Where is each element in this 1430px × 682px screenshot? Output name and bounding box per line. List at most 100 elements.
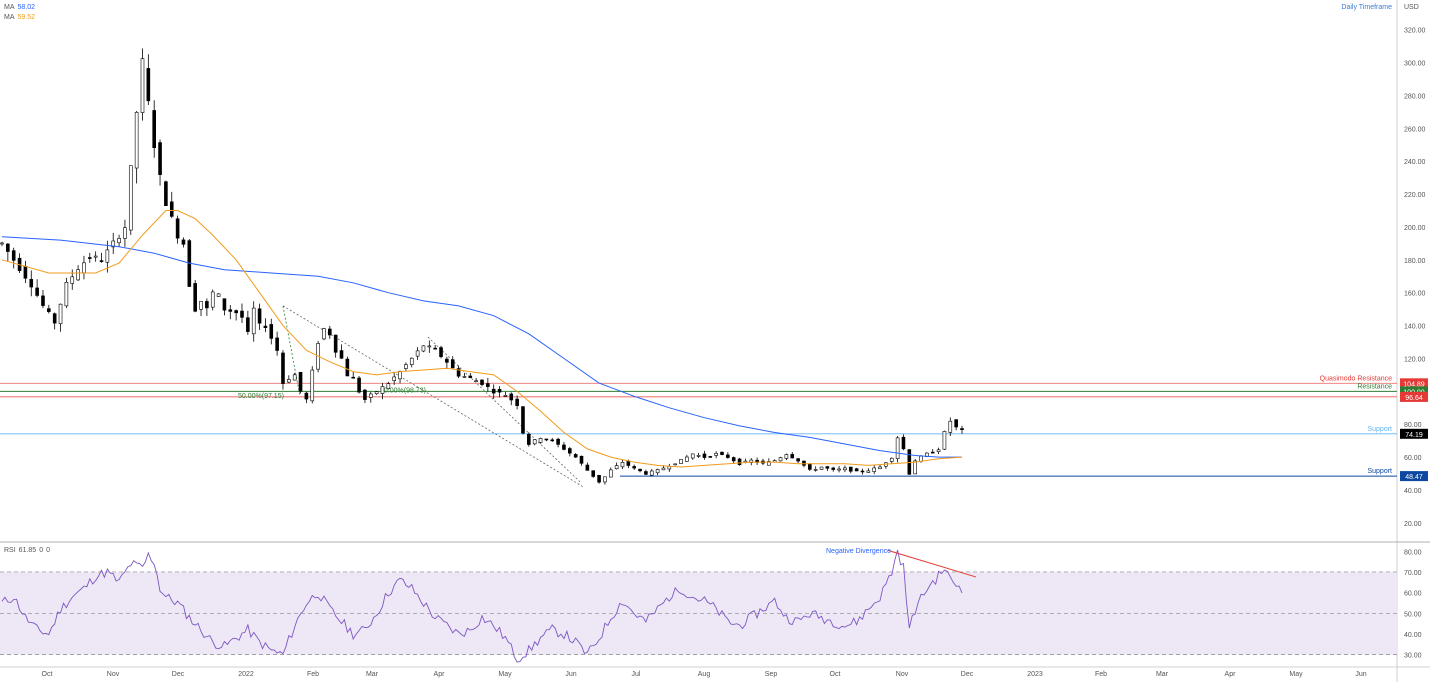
level-price-value: 74.19 bbox=[1405, 432, 1423, 439]
candle-body bbox=[164, 181, 168, 206]
rsi-value: 61.85 bbox=[18, 547, 37, 554]
candle-body bbox=[281, 352, 285, 384]
candle-body bbox=[240, 310, 244, 318]
candle-body bbox=[930, 451, 935, 454]
candle-body bbox=[784, 454, 789, 459]
price-tick-label: 260.00 bbox=[1404, 126, 1426, 133]
ma-legend-2: MA 59.52 bbox=[4, 14, 35, 21]
candle-body bbox=[363, 389, 367, 400]
rsi-tick-label: 50.00 bbox=[1404, 611, 1422, 618]
fib-dotted-line bbox=[282, 305, 301, 397]
rsi-tick-label: 60.00 bbox=[1404, 591, 1422, 598]
candle-body bbox=[404, 364, 408, 369]
candle-body bbox=[357, 377, 361, 393]
level-price-badge bbox=[1400, 428, 1428, 439]
candle-body bbox=[175, 218, 180, 239]
candle-body bbox=[0, 242, 4, 245]
candle-body bbox=[603, 476, 607, 483]
candle-body bbox=[480, 379, 484, 385]
candle-body bbox=[82, 262, 86, 273]
candle-body bbox=[222, 298, 227, 311]
candle-body bbox=[140, 58, 145, 113]
price-tick-label: 200.00 bbox=[1404, 225, 1426, 232]
candle-body bbox=[690, 453, 695, 459]
trend-dotted-line bbox=[282, 305, 584, 488]
candle-body bbox=[644, 471, 648, 475]
candle-body bbox=[579, 455, 584, 464]
time-tick-label: Dec bbox=[172, 671, 185, 678]
candle-body bbox=[257, 308, 262, 324]
time-tick-label: 2022 bbox=[238, 671, 254, 678]
candle-body bbox=[614, 465, 619, 470]
time-tick-label: Nov bbox=[896, 671, 909, 678]
ma-legend-1: MA 58.02 bbox=[4, 4, 35, 11]
candle-body bbox=[433, 347, 437, 350]
candle-body bbox=[568, 448, 572, 454]
currency-label: USD bbox=[1404, 4, 1419, 11]
ma-label-1: MA bbox=[4, 4, 15, 11]
candle-body bbox=[948, 420, 953, 433]
candle-body bbox=[515, 398, 519, 406]
fib-label: 50.00%(97.15) bbox=[238, 393, 284, 400]
candle-body bbox=[813, 469, 818, 471]
candle-body bbox=[421, 345, 426, 352]
candle-body bbox=[726, 454, 730, 458]
candle-body bbox=[88, 257, 92, 259]
candle-body bbox=[673, 463, 677, 466]
candle-body bbox=[632, 466, 636, 469]
rsi-tick-label: 40.00 bbox=[1404, 632, 1422, 639]
candle-body bbox=[649, 470, 654, 476]
candle-body bbox=[538, 437, 543, 443]
rsi-band bbox=[0, 571, 1397, 655]
candle-body bbox=[445, 358, 449, 363]
level-label: Quasimodo Resistance bbox=[1320, 375, 1392, 382]
candle-body bbox=[210, 291, 215, 308]
candle-body bbox=[234, 310, 238, 314]
time-tick-label: Apr bbox=[1225, 671, 1237, 678]
candle-body bbox=[521, 406, 525, 434]
candle-body bbox=[556, 438, 560, 445]
price-tick-label: 80.00 bbox=[1404, 422, 1422, 429]
candle-body bbox=[427, 345, 432, 348]
candle-body bbox=[380, 386, 385, 394]
candle-body bbox=[310, 369, 315, 402]
candle-body bbox=[199, 301, 203, 310]
rsi-tick-label: 30.00 bbox=[1404, 653, 1422, 660]
candle-body bbox=[304, 392, 309, 400]
candle-body bbox=[731, 457, 736, 462]
rsi-label: RSI bbox=[4, 547, 16, 554]
candle-body bbox=[298, 371, 303, 392]
candle-body bbox=[351, 376, 356, 379]
level-label: Resistance bbox=[1357, 383, 1392, 390]
candle-body bbox=[246, 317, 250, 332]
time-tick-label: Feb bbox=[307, 671, 319, 678]
candle-body bbox=[368, 393, 373, 398]
candle-body bbox=[708, 456, 713, 458]
candle-body bbox=[954, 419, 958, 428]
rsi-legend: RSI 61.85 0 0 bbox=[4, 547, 50, 554]
candle-body bbox=[322, 328, 326, 340]
candle-body bbox=[35, 287, 39, 296]
candle-body bbox=[345, 358, 350, 377]
candle-body bbox=[93, 255, 98, 258]
candle-body bbox=[638, 468, 642, 472]
time-tick-label: Feb bbox=[1095, 671, 1107, 678]
candle-body bbox=[158, 142, 162, 175]
candle-body bbox=[895, 437, 900, 460]
candle-body bbox=[696, 455, 701, 457]
candle-body bbox=[544, 438, 549, 441]
time-tick-label: Jul bbox=[632, 671, 641, 678]
time-tick-label: Jun bbox=[1355, 671, 1366, 678]
price-tick-label: 180.00 bbox=[1404, 258, 1426, 265]
candle-body bbox=[328, 328, 332, 336]
time-tick-label: Apr bbox=[434, 671, 446, 678]
level-price-badge bbox=[1400, 386, 1428, 397]
candle-body bbox=[216, 293, 221, 297]
candle-body bbox=[573, 454, 578, 458]
rsi-line bbox=[1, 549, 963, 663]
candle-body bbox=[942, 431, 947, 450]
candle-body bbox=[462, 376, 467, 378]
trend-dotted-line bbox=[427, 336, 581, 483]
time-tick-label: Dec bbox=[961, 671, 974, 678]
